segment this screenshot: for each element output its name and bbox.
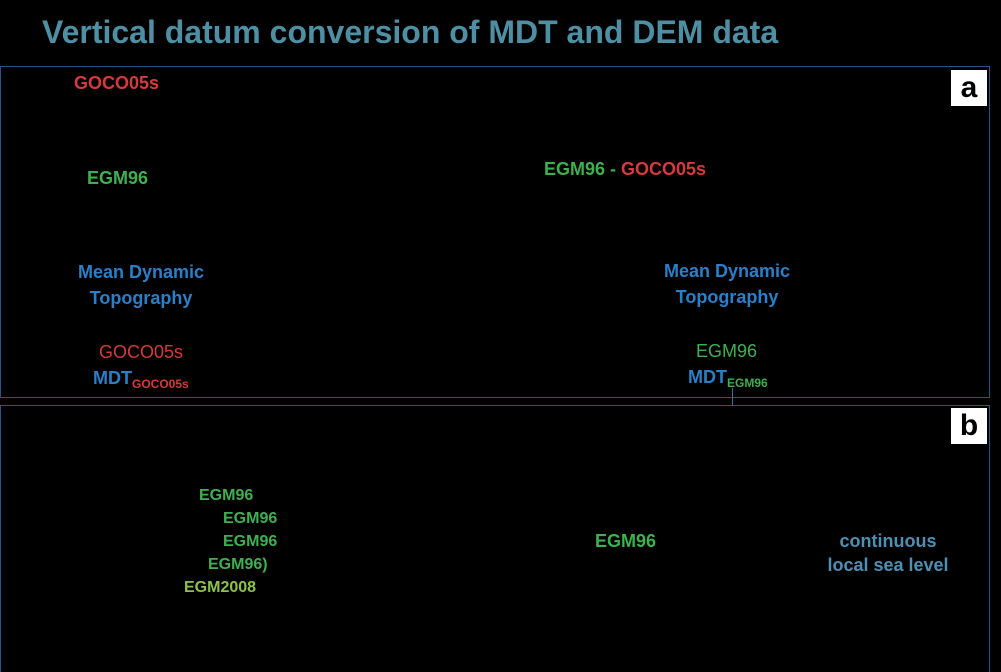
mdt-left-subscript: GOCO05s — [132, 377, 189, 391]
egm96-list-item-3: EGM96 — [223, 533, 278, 550]
panel-b-label: b — [951, 408, 987, 444]
mdt-left-title: Mean Dynamic Topography — [72, 262, 210, 309]
sea-level-line2: local sea level — [827, 555, 949, 575]
difference-goco05s: GOCO05s — [621, 159, 707, 179]
mdt-right-subscript: EGM96 — [727, 376, 768, 390]
panel-a — [0, 66, 990, 398]
mdt-left-symbol: MDT — [93, 368, 132, 388]
difference-egm96: EGM96 — [544, 159, 606, 179]
panel-a-label: a — [951, 70, 987, 106]
egm96-center-label: EGM96 — [595, 531, 657, 551]
sea-level-line1: continuous — [839, 531, 937, 551]
local-sea-level-label: continuous local sea level — [818, 531, 958, 576]
mdt-egm96-symbol: MDTEGM96 — [688, 367, 768, 390]
mdt-left-datum: GOCO05s — [99, 342, 184, 362]
mdt-right-line1: Mean Dynamic — [663, 261, 791, 281]
connector-line — [732, 388, 733, 406]
mdt-right-line2: Topography — [675, 287, 779, 307]
mdt-right-datum: EGM96 — [696, 341, 758, 361]
mdt-left-line2: Topography — [89, 288, 193, 308]
egm96-label: EGM96 — [87, 168, 149, 188]
panel-b — [0, 405, 990, 672]
page-title: Vertical datum conversion of MDT and DEM… — [42, 14, 779, 50]
difference-separator: - — [605, 159, 622, 179]
mdt-right-title: Mean Dynamic Topography — [658, 261, 796, 308]
egm2008-list-item: EGM2008 — [184, 579, 257, 596]
goco05s-label: GOCO05s — [74, 73, 160, 93]
egm96-list-item-1: EGM96 — [199, 487, 254, 504]
mdt-left-line1: Mean Dynamic — [77, 262, 205, 282]
mdt-right-symbol: MDT — [688, 367, 727, 387]
mdt-goco05s-symbol: MDTGOCO05s — [93, 368, 189, 391]
egm96-list-item-2: EGM96 — [223, 510, 278, 527]
egm96-minus-goco05s-label: EGM96 - GOCO05s — [544, 159, 706, 180]
egm96-list-item-4: EGM96) — [208, 556, 268, 573]
